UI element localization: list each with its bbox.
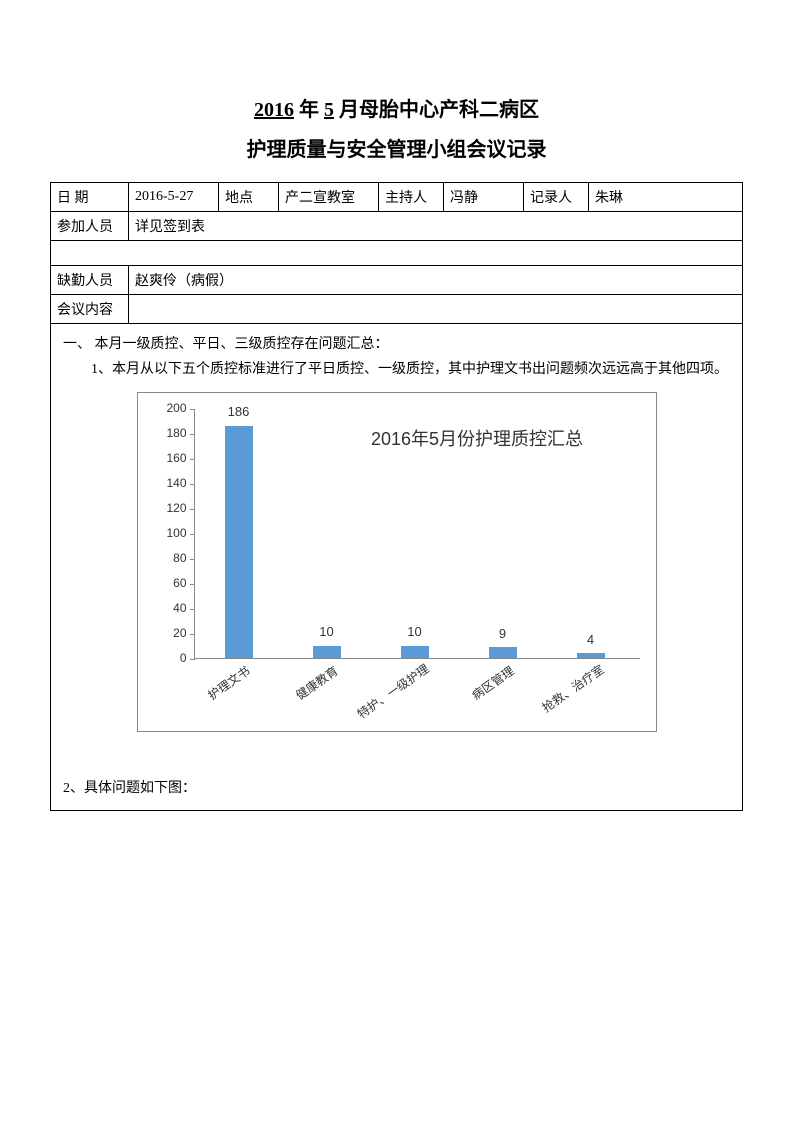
table-row: 参加人员 详见签到表 <box>51 212 743 241</box>
y-tick-label: 20 <box>173 624 186 646</box>
table-row: 会议内容 <box>51 295 743 324</box>
absent-value: 赵爽伶（病假） <box>129 266 743 295</box>
title-month: 5 <box>324 99 334 121</box>
table-row: 缺勤人员 赵爽伶（病假） <box>51 266 743 295</box>
y-tick-label: 40 <box>173 599 186 621</box>
bar-value-label: 10 <box>407 620 421 643</box>
bar: 10 <box>313 646 341 659</box>
table-row: 日 期 2016-5-27 地点 产二宣教室 主持人 冯静 记录人 朱琳 <box>51 183 743 212</box>
chart-container: 2016年5月份护理质控汇总 0 20 40 60 80 100 120 140 160 180 2… <box>137 392 657 732</box>
y-tick-label: 0 <box>180 649 187 671</box>
host-label: 主持人 <box>379 183 444 212</box>
bar-value-label: 9 <box>499 622 506 645</box>
table-row <box>51 241 743 266</box>
document-title: 2016 年 5 月母胎中心产科二病区 护理质量与安全管理小组会议记录 <box>50 90 743 170</box>
place-value: 产二宣教室 <box>279 183 379 212</box>
title-line-2: 护理质量与安全管理小组会议记录 <box>50 130 743 170</box>
bar: 4 <box>577 653 605 658</box>
y-tick-label: 180 <box>166 424 186 446</box>
content-label: 会议内容 <box>51 295 129 324</box>
x-tick-label: 护理文书 <box>203 662 255 707</box>
title-mid1: 年 <box>294 99 324 121</box>
meta-table: 日 期 2016-5-27 地点 产二宣教室 主持人 冯静 记录人 朱琳 参加人… <box>50 182 743 324</box>
chart-title: 2016年5月份护理质控汇总 <box>335 423 620 455</box>
place-label: 地点 <box>219 183 279 212</box>
y-tick-label: 140 <box>166 474 186 496</box>
title-year: 2016 <box>254 99 294 121</box>
date-value: 2016-5-27 <box>129 183 219 212</box>
bar-value-label: 4 <box>587 628 594 651</box>
recorder-label: 记录人 <box>524 183 589 212</box>
y-tick-label: 160 <box>166 449 186 471</box>
recorder-value: 朱琳 <box>589 183 743 212</box>
x-tick-label: 特护、一级护理 <box>353 660 434 726</box>
bar-value-label: 10 <box>319 620 333 643</box>
bar-value-label: 186 <box>228 400 250 423</box>
title-line-1: 2016 年 5 月母胎中心产科二病区 <box>50 90 743 130</box>
bar: 10 <box>401 646 429 659</box>
empty-row <box>51 241 743 266</box>
body-content: 一、 本月一级质控、平日、三级质控存在问题汇总： 1、本月从以下五个质控标准进行… <box>50 324 743 811</box>
y-tick-label: 60 <box>173 574 186 596</box>
absent-label: 缺勤人员 <box>51 266 129 295</box>
bar-chart: 2016年5月份护理质控汇总 0 20 40 60 80 100 120 140 160 180 2… <box>144 399 650 729</box>
x-tick-label: 抢救、治疗室 <box>537 660 608 719</box>
section-item-1: 1、本月从以下五个质控标准进行了平日质控、一级质控，其中护理文书出问题频次远远高… <box>63 357 730 382</box>
y-tick-label: 80 <box>173 549 186 571</box>
bar: 186 <box>225 426 253 659</box>
y-tick-label: 100 <box>166 524 186 546</box>
y-tick-label: 200 <box>166 399 186 421</box>
attendees-value: 详见签到表 <box>129 212 743 241</box>
title-suffix: 月母胎中心产科二病区 <box>334 99 539 121</box>
content-value-empty <box>129 295 743 324</box>
host-value: 冯静 <box>444 183 524 212</box>
x-tick-label: 病区管理 <box>467 662 519 707</box>
x-tick-label: 健康教育 <box>291 662 343 707</box>
bar: 9 <box>489 647 517 658</box>
attendees-label: 参加人员 <box>51 212 129 241</box>
date-label: 日 期 <box>51 183 129 212</box>
y-tick-label: 120 <box>166 499 186 521</box>
section-item-2: 2、具体问题如下图： <box>63 776 730 801</box>
section-heading: 一、 本月一级质控、平日、三级质控存在问题汇总： <box>63 332 730 357</box>
